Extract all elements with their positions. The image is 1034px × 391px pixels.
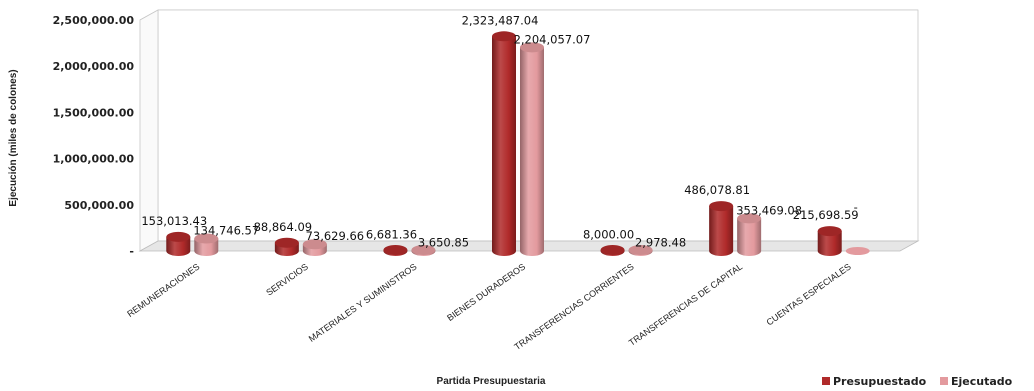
bar-body: [194, 238, 219, 256]
data-label: 6,681.36: [366, 227, 417, 241]
y-tick-label: 1,500,000.00: [53, 106, 135, 119]
category-label: MATERIALES Y SUMINISTROS: [307, 261, 419, 343]
category-label: SERVICIOS: [264, 261, 310, 297]
bar-top: [383, 245, 408, 255]
data-label: 215,698.59: [793, 208, 859, 222]
data-label: 2,978.48: [635, 236, 686, 250]
data-label: 88,864.09: [254, 220, 313, 234]
bar-top: [709, 201, 734, 212]
y-tick-label: -: [129, 245, 134, 258]
bar-top: [628, 245, 653, 255]
legend-swatch: [940, 377, 948, 385]
data-label: 2,204,057.07: [514, 32, 591, 46]
bar-ejecutado-2: [411, 245, 436, 256]
data-label: 153,013.43: [141, 214, 207, 228]
category-label: CUENTAS ESPECIALES: [764, 261, 852, 327]
bar-presupuestado-3: [492, 31, 516, 256]
legend-label: Presupuestado: [833, 375, 927, 388]
bar-top: [194, 233, 219, 244]
bar-top: [817, 226, 842, 237]
bar-body: [520, 47, 544, 257]
legend-swatch: [822, 377, 830, 385]
legend: Presupuestado Ejecutado: [822, 375, 1013, 388]
x-axis-title: Partida Presupuestaria: [437, 376, 546, 387]
bar-ejecutado-1: [302, 239, 327, 256]
bar-presupuestado-6: [817, 226, 842, 256]
bar-top: [302, 239, 327, 250]
bar-ejecutado-4: [628, 245, 653, 256]
data-label: 353,469.08: [736, 203, 802, 217]
bar-presupuestado-1: [274, 237, 299, 256]
data-label: 134,746.57: [193, 224, 259, 238]
bar-presupuestado-4: [600, 245, 625, 256]
bar-top: [520, 42, 544, 53]
bar-ejecutado-0: [194, 233, 219, 256]
bar-body: [492, 36, 516, 256]
bar-top: [600, 245, 625, 255]
bar-body: [817, 231, 842, 256]
data-label: 2,323,487.04: [462, 13, 539, 27]
bar-body: [737, 218, 762, 256]
y-tick-label: 2,500,000.00: [53, 14, 135, 27]
bar-presupuestado-2: [383, 245, 408, 256]
bar-top: [411, 245, 436, 255]
bar-top: [274, 237, 299, 248]
category-label: TRANSFERENCIAS CORRIENTES: [512, 261, 635, 352]
bars: [166, 31, 870, 257]
bar-body: [709, 206, 734, 256]
bar-presupuestado-0: [166, 231, 191, 256]
y-tick-label: 1,000,000.00: [53, 153, 135, 166]
category-label: TRANSFERENCIAS DE CAPITAL: [627, 261, 744, 347]
data-label: 486,078.81: [684, 183, 750, 197]
category-label: BIENES DURADEROS: [445, 261, 527, 323]
data-label: 73,629.66: [306, 229, 365, 243]
y-tick-label: 2,000,000.00: [53, 60, 135, 73]
bar-ejecutado-5: [737, 213, 762, 256]
data-label: -: [854, 200, 858, 214]
data-label: 8,000.00: [583, 227, 634, 241]
category-label: REMUNERACIONES: [125, 261, 201, 319]
y-tick-label: 500,000.00: [64, 199, 134, 212]
data-label: 3,650.85: [418, 236, 469, 250]
y-axis-title: Ejecución (miles de colones): [8, 69, 19, 206]
bar-presupuestado-5: [709, 201, 734, 256]
bar-body: [166, 236, 191, 256]
bar-top: [737, 213, 762, 224]
bar-top: [166, 231, 191, 242]
bar-top: [492, 31, 516, 42]
bar-zero: [845, 247, 870, 255]
bar-ejecutado-6: [845, 247, 870, 255]
y-axis-ticks: - 500,000.00 1,000,000.00 1,500,000.00 2,000…: [53, 14, 135, 258]
bar-ejecutado-3: [520, 42, 544, 257]
legend-label: Ejecutado: [951, 375, 1013, 388]
